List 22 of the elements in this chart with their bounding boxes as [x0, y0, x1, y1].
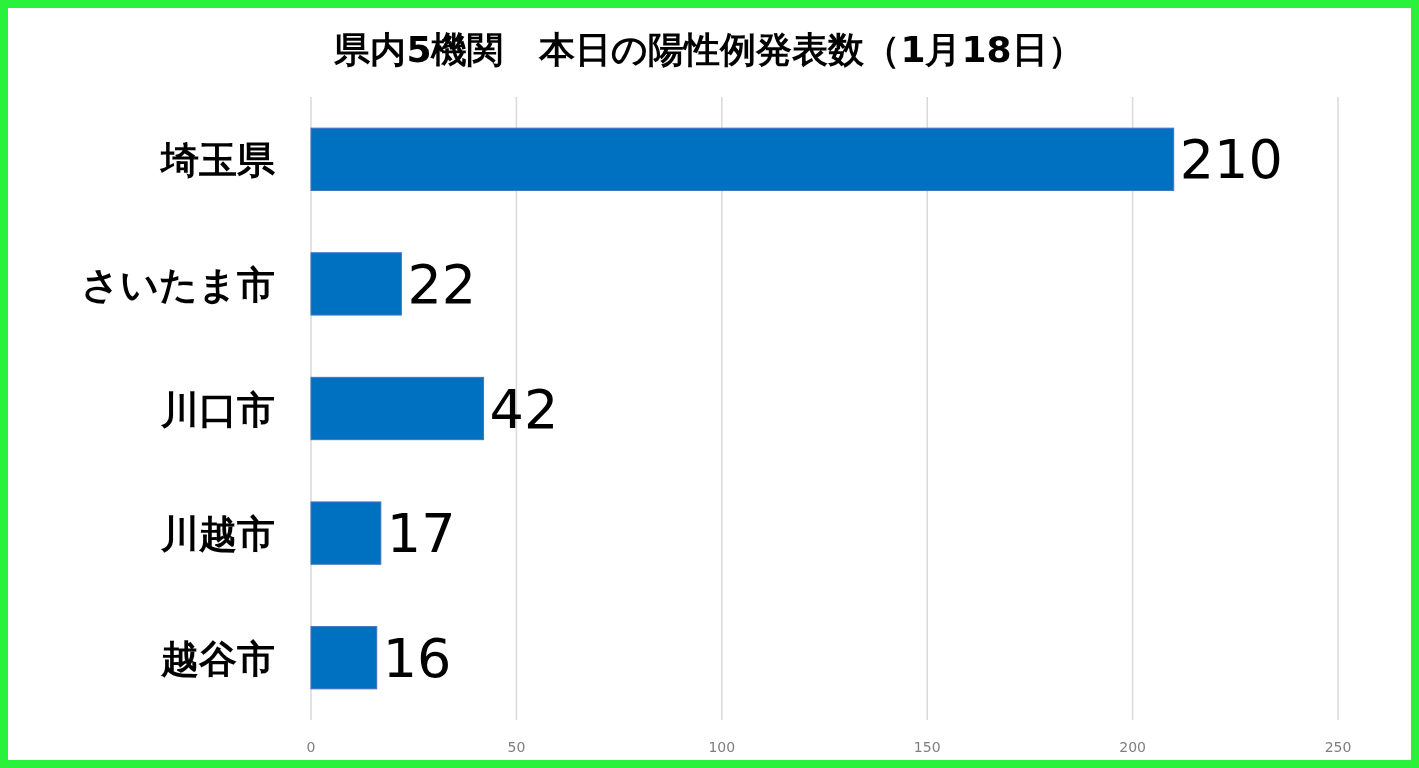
x-tick-label: 100	[708, 739, 736, 755]
bar	[310, 626, 378, 690]
y-tick-label: 越谷市	[160, 636, 275, 681]
bar	[310, 501, 382, 565]
data-label: 22	[407, 252, 477, 316]
x-tick-label: 200	[1119, 739, 1146, 755]
chart-title: 県内5機関 本日の陽性例発表数（1月18日）	[333, 29, 1084, 70]
y-tick-label: 川越市	[160, 512, 275, 557]
x-tick-label: 250	[1324, 739, 1352, 755]
bar	[310, 376, 485, 441]
x-tick-label: 50	[507, 739, 526, 755]
x-tick-label: 0	[306, 739, 316, 755]
data-label: 210	[1179, 128, 1283, 192]
y-tick-label: 川口市	[160, 387, 275, 432]
data-label: 42	[489, 377, 559, 441]
bar	[310, 127, 1175, 191]
x-tick-label: 150	[913, 739, 941, 755]
y-tick-label: 埼玉県	[159, 138, 276, 183]
y-tick-label: さいたま市	[81, 262, 275, 307]
data-label: 17	[386, 502, 456, 566]
data-label: 16	[382, 626, 452, 690]
bar	[310, 252, 402, 316]
